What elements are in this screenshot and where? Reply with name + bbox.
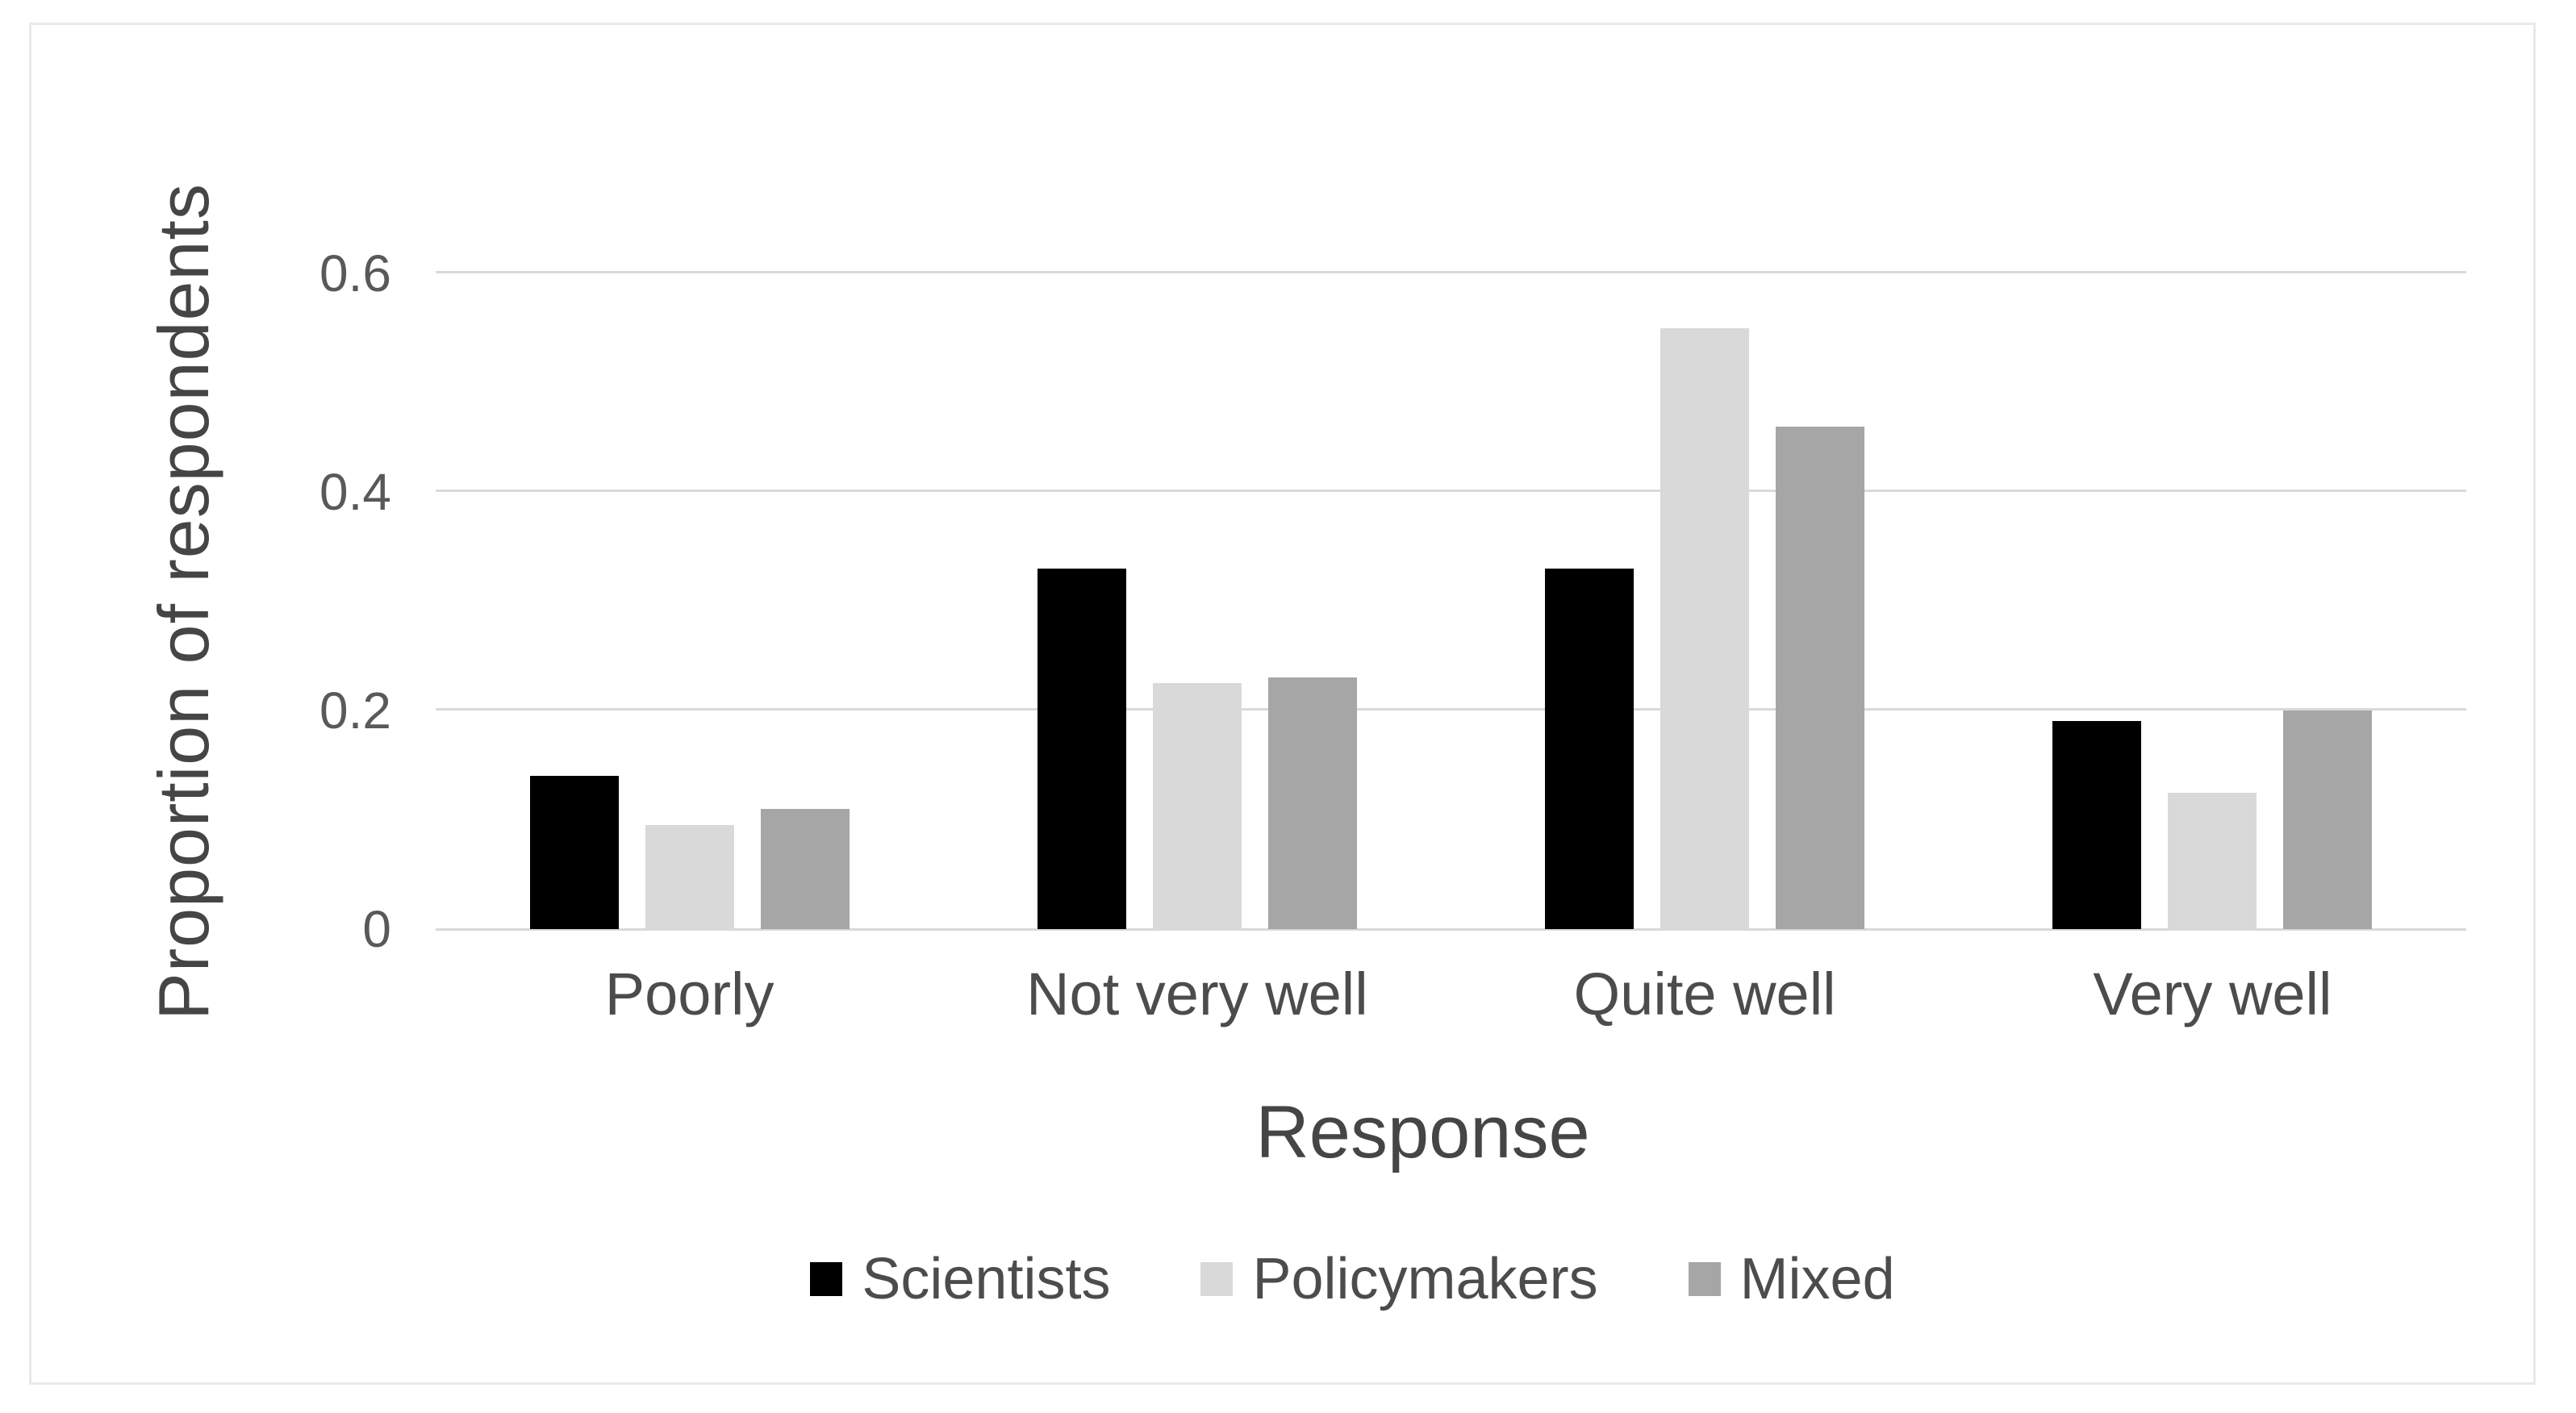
bar-group-poorly bbox=[436, 219, 943, 929]
x-axis-category-labels: Poorly Not very well Quite well Very well bbox=[436, 960, 2466, 1028]
bar-group-not-very-well bbox=[943, 219, 1451, 929]
plot-area bbox=[436, 219, 2466, 931]
bar-scientists-very-well bbox=[2052, 721, 2142, 929]
bar-policymakers-not-very-well bbox=[1152, 683, 1242, 929]
y-tick-label-0.6: 0.6 bbox=[319, 244, 391, 302]
bar-group-quite-well bbox=[1451, 219, 1959, 929]
gridline-0.2 bbox=[436, 707, 2466, 711]
bar-mixed-not-very-well bbox=[1267, 677, 1357, 929]
gridline-0.6 bbox=[436, 270, 2466, 273]
y-axis-tick-labels: 0 0.2 0.4 0.6 bbox=[0, 219, 436, 955]
gridline-0.4 bbox=[436, 489, 2466, 492]
legend: Scientists Policymakers Mixed bbox=[65, 1246, 2576, 1312]
legend-item-policymakers: Policymakers bbox=[1200, 1246, 1598, 1312]
x-category-label-quite-well: Quite well bbox=[1573, 961, 1836, 1027]
bar-policymakers-quite-well bbox=[1660, 327, 1750, 929]
x-axis-line bbox=[436, 928, 2466, 931]
bar-scientists-poorly bbox=[529, 776, 619, 929]
y-tick-label-0.2: 0.2 bbox=[319, 681, 391, 740]
y-tick-label-0: 0 bbox=[362, 900, 391, 958]
legend-item-scientists: Scientists bbox=[810, 1246, 1110, 1312]
legend-label: Policymakers bbox=[1252, 1247, 1598, 1311]
y-tick-label-0.4: 0.4 bbox=[319, 462, 391, 521]
x-category-label-poorly: Poorly bbox=[604, 961, 774, 1027]
bar-groups bbox=[436, 219, 2466, 929]
legend-swatch-icon bbox=[1200, 1262, 1234, 1296]
bar-group-very-well bbox=[1959, 219, 2466, 929]
x-category-label-very-well: Very well bbox=[2093, 961, 2332, 1027]
x-axis-title: Response bbox=[1255, 1091, 1590, 1173]
bar-mixed-quite-well bbox=[1776, 426, 1865, 929]
legend-item-mixed: Mixed bbox=[1688, 1246, 1895, 1312]
bar-mixed-poorly bbox=[760, 808, 850, 929]
x-category-label-not-very-well: Not very well bbox=[1026, 961, 1368, 1027]
legend-swatch-icon bbox=[810, 1262, 843, 1296]
legend-swatch-icon bbox=[1688, 1262, 1721, 1296]
bar-policymakers-very-well bbox=[2168, 792, 2257, 929]
bar-mixed-very-well bbox=[2283, 710, 2373, 929]
bar-scientists-not-very-well bbox=[1037, 568, 1126, 929]
bar-policymakers-poorly bbox=[645, 825, 734, 929]
legend-label: Mixed bbox=[1739, 1247, 1895, 1311]
legend-label: Scientists bbox=[862, 1247, 1111, 1311]
bar-scientists-quite-well bbox=[1545, 568, 1635, 929]
